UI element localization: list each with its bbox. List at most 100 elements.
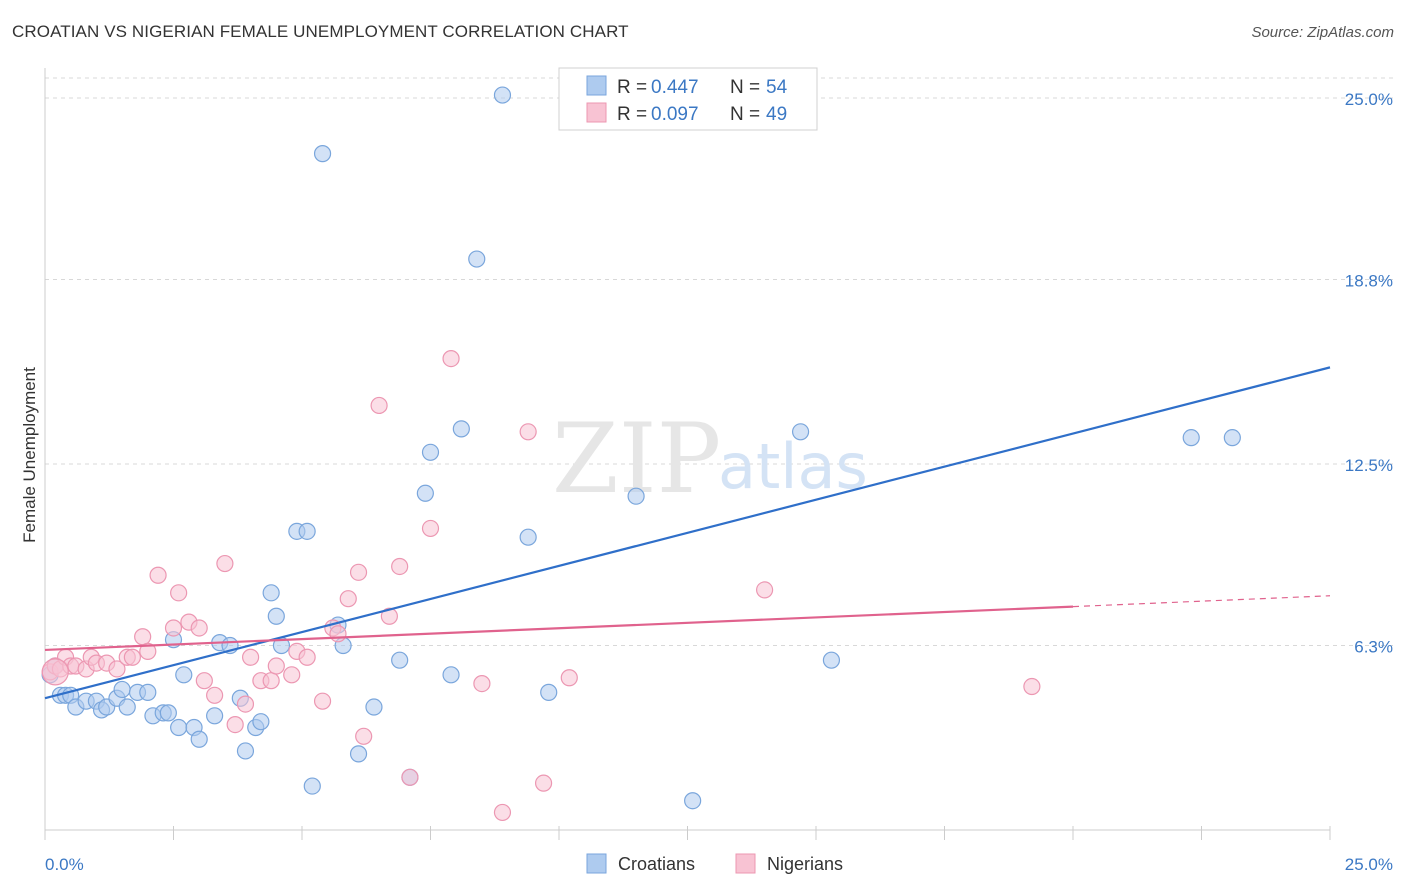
bottom-legend: Croatians Nigerians <box>586 853 843 874</box>
grid-lines <box>45 77 1395 647</box>
nigerians-point-14 <box>139 642 157 660</box>
croatians-point-30 <box>262 584 280 602</box>
croatians-point-43 <box>416 484 434 502</box>
legend-n-value-nigerians: 49 <box>766 104 787 125</box>
croatians-point-50 <box>540 683 558 701</box>
croatians-point-44 <box>421 443 440 461</box>
nigerians-point-44 <box>473 674 491 693</box>
croatians-point-45 <box>442 666 460 684</box>
y-tick-labels: 6.3% 12.5% 18.8% 25.0% <box>1345 90 1393 657</box>
croatians-point-55 <box>1182 429 1200 447</box>
nigerians-point-34 <box>329 625 347 643</box>
croatians-point-56 <box>1223 429 1241 447</box>
croatians-point-36 <box>313 145 332 163</box>
legend-n-value-croatians: 54 <box>766 77 788 98</box>
bottom-legend-label-nigerians: Nigerians <box>767 854 843 874</box>
croatians-point-29 <box>252 713 270 731</box>
nigerians-point-45 <box>493 803 512 822</box>
croatians-point-20 <box>175 666 193 684</box>
y-tick-label-0: 6.3% <box>1354 638 1393 657</box>
data-points <box>41 86 1241 822</box>
legend-r-label-nigerians: R = <box>617 104 647 125</box>
watermark-atlas: atlas <box>718 430 868 503</box>
nigerians-point-47 <box>534 774 553 792</box>
croatians-point-22 <box>190 730 208 748</box>
bottom-legend-swatch-nigerians <box>735 853 756 874</box>
nigerians-point-23 <box>226 715 244 734</box>
source-credit: Source: ZipAtlas.com <box>1251 24 1394 41</box>
nigerians-trend-extension <box>1072 595 1331 608</box>
nigerians-point-35 <box>339 590 357 608</box>
nigerians-point-21 <box>206 686 224 704</box>
nigerians-point-43 <box>442 349 460 368</box>
croatians-point-39 <box>349 745 368 763</box>
nigerians-point-24 <box>236 695 255 713</box>
nigerians-point-29 <box>283 666 301 684</box>
nigerians-point-41 <box>401 768 419 786</box>
croatians-point-34 <box>298 522 316 540</box>
nigerians-point-40 <box>391 557 409 576</box>
nigerians-point-36 <box>349 563 368 581</box>
chart-title: CROATIAN VS NIGERIAN FEMALE UNEMPLOYMENT… <box>12 22 629 41</box>
croatians-point-41 <box>391 651 409 669</box>
legend-n-label-nigerians: N = <box>730 104 760 125</box>
y-tick-label-1: 12.5% <box>1345 456 1393 475</box>
nigerians-point-25 <box>242 648 260 666</box>
croatians-trend-line <box>44 366 1331 700</box>
croatians-point-12 <box>118 698 136 716</box>
nigerians-point-46 <box>519 423 537 441</box>
croatians-point-31 <box>267 607 285 625</box>
croatians-point-40 <box>365 698 383 716</box>
nigerians-point-50 <box>1023 677 1041 696</box>
croatians-point-14 <box>139 683 157 701</box>
croatians-point-47 <box>468 250 486 268</box>
nigerians-point-17 <box>170 584 188 602</box>
nigerians-point-37 <box>355 727 373 745</box>
bottom-legend-swatch-croatians <box>586 853 607 874</box>
croatians-point-35 <box>303 777 321 795</box>
nigerians-point-27 <box>262 672 280 690</box>
nigerians-point-32 <box>313 692 332 710</box>
legend-swatch-croatians <box>586 75 607 96</box>
nigerians-point-39 <box>380 607 398 625</box>
nigerians-point-48 <box>560 669 578 687</box>
croatians-point-17 <box>159 704 177 722</box>
croatians-point-46 <box>452 420 470 438</box>
x-tick-labels: 0.0% 25.0% <box>45 855 1393 874</box>
croatians-point-23 <box>206 707 224 725</box>
x-tick-label-0: 0.0% <box>45 855 84 874</box>
y-axis-title: Female Unemployment <box>20 367 39 543</box>
croatians-point-51 <box>627 487 645 505</box>
croatians-point-48 <box>493 86 512 104</box>
legend-r-label-croatians: R = <box>617 77 647 98</box>
nigerians-point-12 <box>123 648 141 666</box>
croatians-point-52 <box>684 792 702 810</box>
nigerians-point-31 <box>298 648 316 666</box>
nigerians-point-22 <box>216 554 234 573</box>
nigerians-point-49 <box>755 581 774 599</box>
nigerians-point-28 <box>267 657 285 675</box>
nigerians-point-13 <box>134 628 152 646</box>
x-axis-ticks <box>44 826 1331 840</box>
nigerians-point-38 <box>370 396 388 415</box>
nigerians-point-42 <box>421 519 440 538</box>
croatians-point-54 <box>822 651 841 669</box>
nigerians-point-19 <box>190 619 208 637</box>
y-tick-label-2: 18.8% <box>1345 272 1393 291</box>
croatians-point-49 <box>519 528 537 546</box>
nigerians-point-20 <box>195 672 213 690</box>
croatians-point-19 <box>170 718 188 737</box>
legend-r-value-croatians: 0.447 <box>651 77 699 98</box>
legend-n-label-croatians: N = <box>730 77 760 98</box>
legend-swatch-nigerians <box>586 102 607 123</box>
croatians-point-27 <box>236 742 255 760</box>
legend-r-value-nigerians: 0.097 <box>651 104 699 125</box>
y-tick-label-3: 25.0% <box>1345 90 1393 109</box>
nigerians-point-10 <box>108 660 126 678</box>
nigerians-point-cluster <box>41 658 69 686</box>
trend-lines <box>44 366 1331 700</box>
croatians-point-11 <box>113 680 131 699</box>
nigerians-point-15 <box>149 566 167 584</box>
x-tick-label-1: 25.0% <box>1345 855 1393 874</box>
